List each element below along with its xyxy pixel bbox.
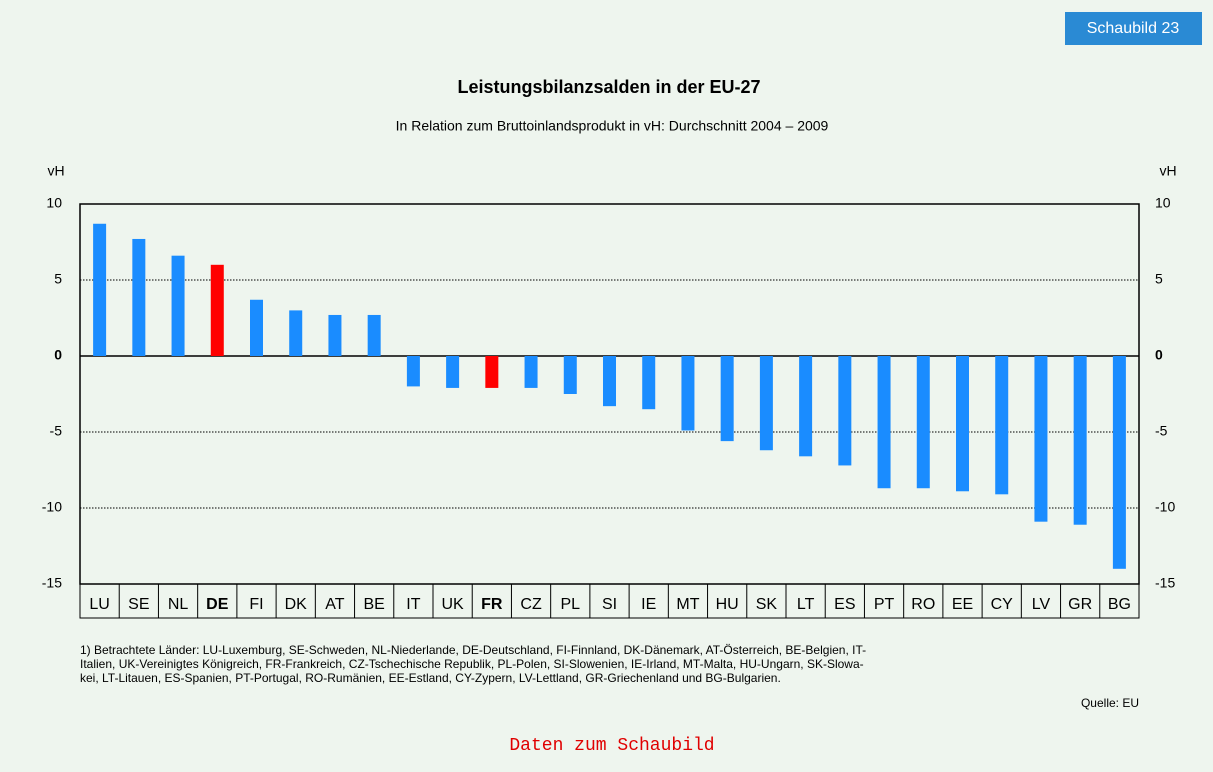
bar xyxy=(642,356,656,410)
y2-tick-label: -5 xyxy=(1155,423,1168,439)
bar xyxy=(446,356,460,388)
y-axis-label: vH xyxy=(47,163,64,179)
x-tick-label: RO xyxy=(911,596,935,613)
y2-tick-label: 10 xyxy=(1155,195,1171,211)
bar xyxy=(1073,356,1087,525)
x-tick-label: LV xyxy=(1032,596,1051,613)
y-tick-label: -10 xyxy=(42,499,62,515)
bar xyxy=(838,356,852,466)
bar xyxy=(485,356,499,388)
bar xyxy=(799,356,813,457)
bar xyxy=(524,356,538,388)
bar xyxy=(995,356,1009,495)
y2-tick-label: -15 xyxy=(1155,575,1175,591)
chart-title: Leistungsbilanzsalden in der EU-27 xyxy=(457,77,760,97)
bar xyxy=(367,314,381,356)
footnote-line: kei, LT-Litauen, ES-Spanien, PT-Portugal… xyxy=(80,671,781,685)
x-tick-label: LT xyxy=(797,596,815,613)
bar xyxy=(720,356,734,442)
y-tick-label: 5 xyxy=(54,271,62,287)
footnote-line: Italien, UK-Vereinigtes Königreich, FR-F… xyxy=(80,657,864,671)
y2-tick-label: 5 xyxy=(1155,271,1163,287)
x-tick-label: HU xyxy=(716,596,739,613)
category-frame xyxy=(79,583,1140,619)
bar xyxy=(406,356,420,387)
x-tick-label: EE xyxy=(952,596,973,613)
x-tick-label: NL xyxy=(168,596,189,613)
x-tick-label: ES xyxy=(834,596,855,613)
y-tick-label: 0 xyxy=(54,347,62,363)
x-tick-label: AT xyxy=(325,596,344,613)
y2-axis-label: vH xyxy=(1159,163,1176,179)
bar xyxy=(1112,356,1126,569)
chart-subtitle: In Relation zum Bruttoinlandsprodukt in … xyxy=(396,118,829,134)
source: Quelle: EU xyxy=(1081,696,1139,710)
bar xyxy=(916,356,930,489)
bar xyxy=(877,356,891,489)
x-tick-label: BG xyxy=(1108,596,1131,613)
y-tick-label: -15 xyxy=(42,575,62,591)
x-tick-label: SE xyxy=(128,596,149,613)
bar xyxy=(250,299,263,356)
bar xyxy=(1034,356,1048,522)
bar xyxy=(289,310,303,356)
bar xyxy=(93,223,107,356)
bar xyxy=(171,255,185,356)
x-tick-label: MT xyxy=(676,596,699,613)
badge: Schaubild 23 xyxy=(1087,20,1180,37)
bar xyxy=(563,356,577,394)
x-tick-label: GR xyxy=(1068,596,1092,613)
x-tick-label: PL xyxy=(560,596,580,613)
x-tick-label: SK xyxy=(756,596,778,613)
x-tick-label: UK xyxy=(441,596,464,613)
y-tick-label: 10 xyxy=(46,195,62,211)
x-tick-label: IT xyxy=(406,596,420,613)
x-tick-label: DE xyxy=(206,596,229,613)
x-tick-label: SI xyxy=(602,596,617,613)
bar xyxy=(759,356,773,451)
y2-tick-label: -10 xyxy=(1155,499,1175,515)
y2-tick-label: 0 xyxy=(1155,347,1163,363)
footnote-line: 1) Betrachtete Länder: LU-Luxemburg, SE-… xyxy=(80,643,866,657)
bar xyxy=(210,264,224,356)
x-tick-label: DK xyxy=(285,596,308,613)
bar xyxy=(603,356,616,407)
x-tick-label: FR xyxy=(481,596,503,613)
y-tick-label: -5 xyxy=(50,423,63,439)
bar xyxy=(132,238,146,356)
x-tick-label: IE xyxy=(641,596,656,613)
x-tick-label: CZ xyxy=(520,596,542,613)
x-tick-label: FI xyxy=(249,596,263,613)
x-tick-label: BE xyxy=(363,596,384,613)
bar xyxy=(956,356,969,492)
bar xyxy=(328,314,342,356)
x-tick-label: CY xyxy=(991,596,1014,613)
badge-box xyxy=(1065,12,1202,45)
x-tick-label: LU xyxy=(89,596,109,613)
data-link[interactable]: Daten zum Schaubild xyxy=(509,736,714,756)
x-tick-label: PT xyxy=(874,596,895,613)
bar xyxy=(681,356,695,431)
